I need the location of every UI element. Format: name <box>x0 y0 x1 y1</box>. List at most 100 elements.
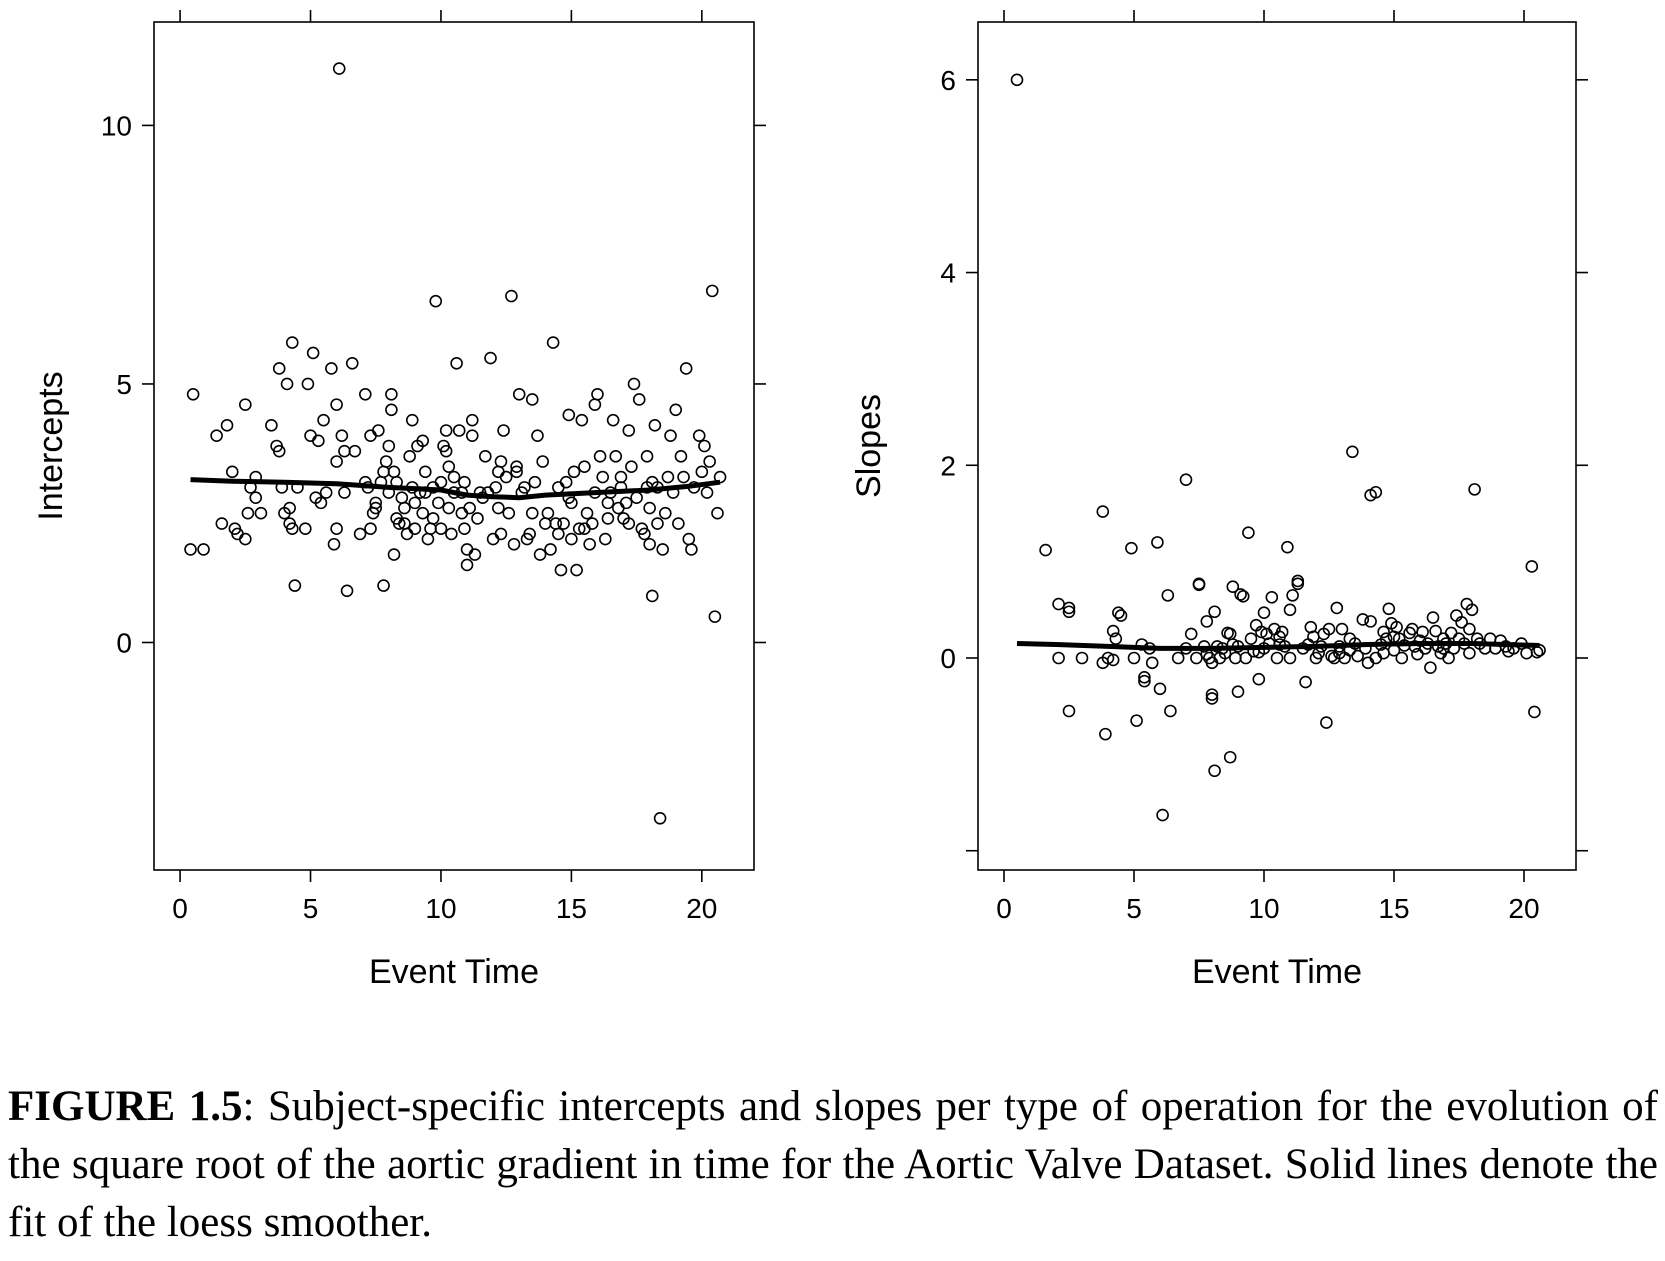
slopes-point <box>1096 505 1110 518</box>
intercepts-point <box>447 470 461 484</box>
slopes-point <box>1416 625 1429 639</box>
slopes-point <box>1125 541 1138 555</box>
intercepts-point <box>325 362 338 375</box>
intercepts-point <box>585 517 599 530</box>
intercepts-point <box>536 455 549 468</box>
slopes-point <box>1242 526 1255 540</box>
slopes-point <box>1205 688 1219 701</box>
intercepts-point <box>387 548 401 561</box>
intercepts-point <box>416 506 429 520</box>
intercepts-point <box>593 450 607 463</box>
intercepts-point <box>408 496 422 510</box>
slopes-point <box>1112 606 1125 620</box>
intercepts-point <box>572 522 586 536</box>
slopes-point <box>1138 674 1151 688</box>
intercepts-point <box>301 377 315 391</box>
slopes-point <box>1151 536 1164 549</box>
intercepts-point <box>395 491 409 505</box>
slopes-point <box>1075 651 1089 665</box>
slopes-points <box>1010 73 1546 822</box>
intercepts-point <box>330 398 343 411</box>
intercepts-point <box>434 475 448 489</box>
intercepts-point <box>239 532 252 546</box>
intercepts-point <box>254 506 268 520</box>
slopes-point <box>1234 588 1247 601</box>
intercepts-point <box>385 403 398 417</box>
slopes-point <box>1205 692 1219 705</box>
intercepts-point <box>698 439 711 453</box>
intercepts-point <box>392 517 406 530</box>
slopes-point <box>1236 590 1250 603</box>
slopes-point <box>1351 649 1364 663</box>
intercepts-point <box>632 393 646 406</box>
intercepts-point <box>622 517 636 530</box>
slopes-point <box>1291 577 1305 591</box>
slopes-point <box>1468 483 1481 496</box>
slopes-point <box>1283 603 1297 617</box>
slopes-point <box>1411 647 1424 661</box>
intercepts-point <box>312 434 325 448</box>
slopes-point <box>1226 580 1240 593</box>
intercepts-point <box>510 460 523 473</box>
slopes-point <box>1325 649 1338 663</box>
slopes-point <box>1223 750 1237 764</box>
slopes-point <box>1444 626 1458 640</box>
slopes-point <box>1062 601 1076 615</box>
intercepts-point <box>685 543 698 556</box>
intercepts-point <box>314 496 328 510</box>
slopes-point <box>1330 601 1344 615</box>
intercepts-point <box>471 512 484 525</box>
intercepts-point <box>575 413 589 427</box>
slopes-point <box>1127 651 1141 665</box>
intercepts-point <box>429 294 443 308</box>
slopes-point <box>1307 630 1320 644</box>
figure-caption-text: : Subject-specific intercepts and slopes… <box>8 1083 1658 1246</box>
intercepts-point <box>502 506 516 520</box>
intercepts-point <box>239 398 252 411</box>
intercepts-point <box>215 517 229 530</box>
intercepts-point <box>612 501 625 515</box>
intercepts-point <box>609 450 623 463</box>
intercepts-point <box>419 465 432 479</box>
slopes-point <box>1010 73 1024 87</box>
intercepts-point <box>299 522 312 536</box>
slopes-point <box>1525 560 1539 573</box>
slopes-point <box>1463 622 1476 636</box>
slopes-point <box>1239 651 1253 665</box>
slopes-loess-line <box>1016 641 1540 651</box>
intercepts-point <box>265 419 278 432</box>
intercepts-loess-line <box>190 477 721 501</box>
slopes-point <box>1231 685 1245 699</box>
slopes-y-tick-label: 2 <box>940 450 956 481</box>
intercepts-point <box>364 522 377 536</box>
slopes-point <box>1281 540 1294 554</box>
intercepts-point <box>484 351 497 365</box>
slopes-point <box>1153 682 1167 696</box>
intercepts-point <box>677 470 690 484</box>
intercepts-point <box>567 465 581 479</box>
intercepts-point <box>552 527 565 541</box>
intercepts-point <box>682 532 696 546</box>
slopes-point <box>1106 624 1120 638</box>
intercepts-point <box>465 429 479 442</box>
slopes-point <box>1138 670 1151 684</box>
intercepts-point <box>692 429 706 442</box>
slopes-point <box>1520 646 1533 660</box>
slopes-point <box>1171 651 1185 665</box>
intercepts-point <box>382 439 396 453</box>
intercepts-point <box>468 548 482 561</box>
intercepts-point <box>591 387 604 401</box>
intercepts-point <box>570 563 583 577</box>
slopes-point <box>1382 602 1396 616</box>
intercepts-point <box>369 496 383 510</box>
intercepts-point <box>625 460 638 473</box>
intercepts-point <box>398 501 411 515</box>
intercepts-point <box>306 346 320 360</box>
intercepts-point <box>304 429 317 442</box>
intercepts-point <box>479 450 492 463</box>
slopes-point <box>1255 625 1268 639</box>
figure-caption-label: FIGURE 1.5 <box>8 1083 243 1130</box>
slopes-point <box>1275 625 1289 639</box>
intercepts-point <box>241 506 255 520</box>
slopes-point <box>1322 622 1336 636</box>
